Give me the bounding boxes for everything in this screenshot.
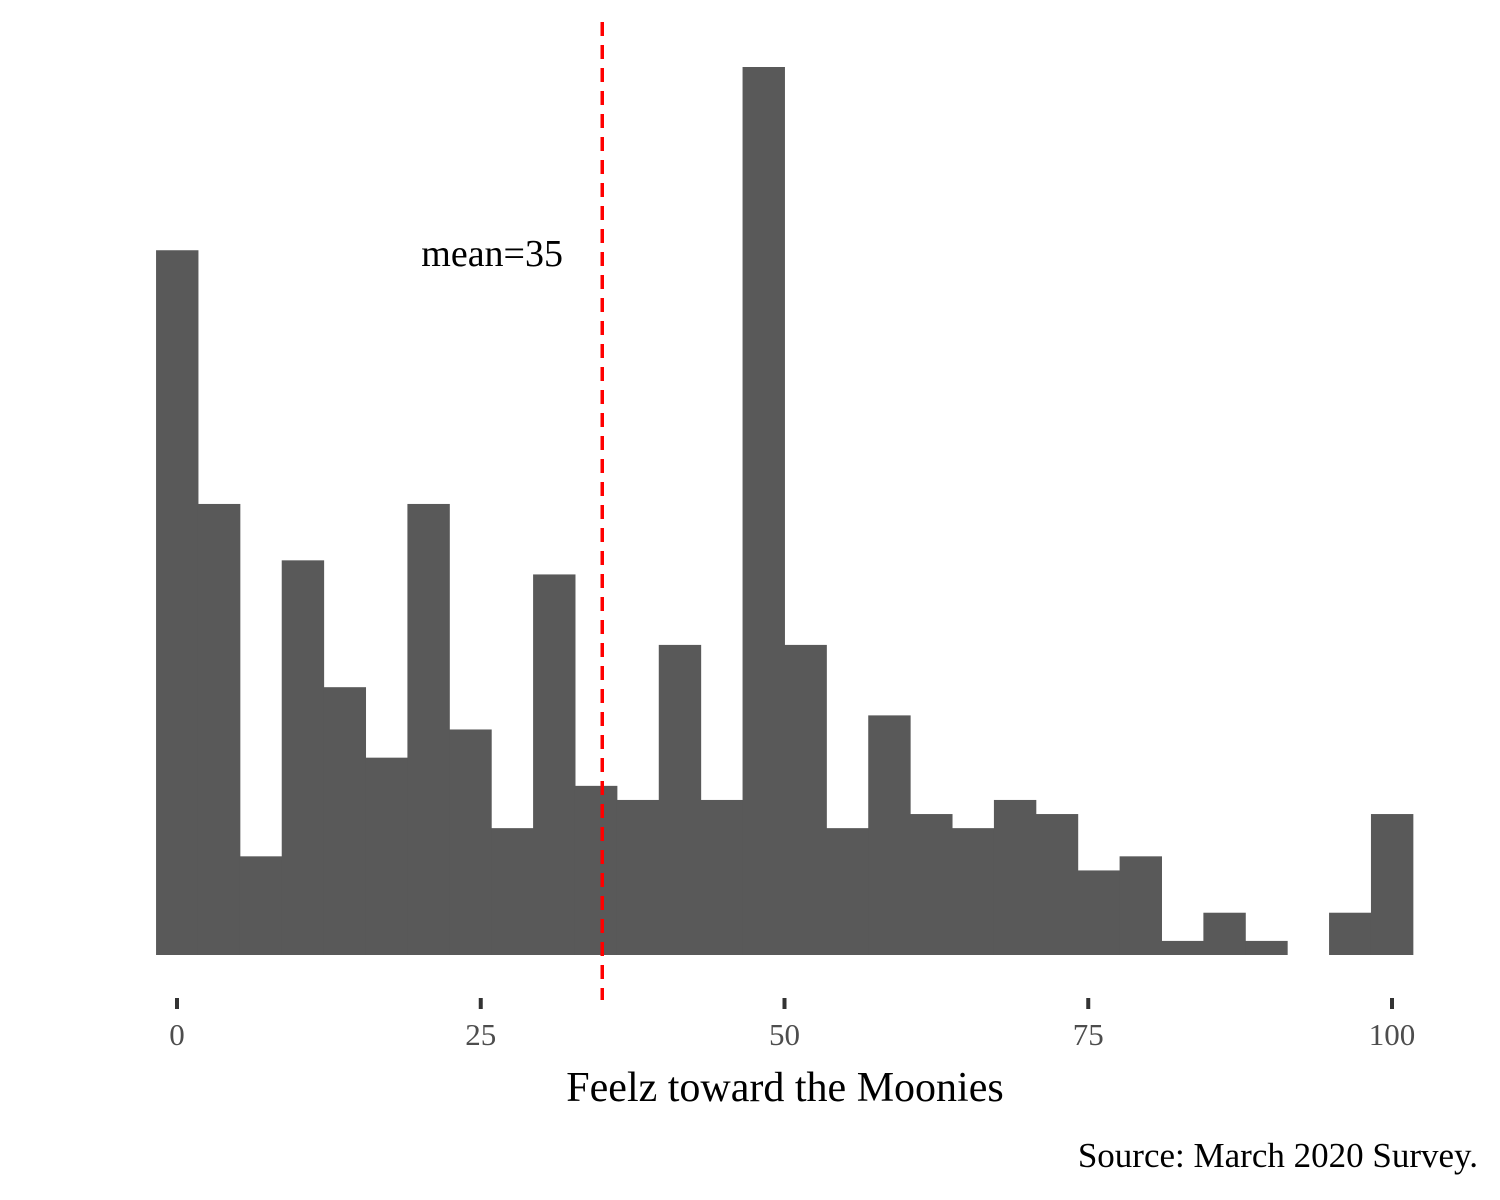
histogram-bar (700, 799, 744, 955)
histogram-bar (826, 828, 869, 955)
histogram-bar (365, 757, 408, 955)
histogram-bar (449, 729, 492, 955)
histogram-bar (156, 250, 199, 955)
histogram-bar (658, 644, 702, 955)
mean-label: mean=35 (421, 233, 563, 275)
x-axis-title: Feelz toward the Moonies (566, 1065, 1003, 1111)
histogram-bar (1203, 912, 1246, 955)
histogram-bar (1329, 912, 1372, 955)
x-tick-label: 0 (169, 1017, 185, 1052)
histogram-bar (742, 67, 785, 955)
histogram-bar (616, 799, 660, 955)
histogram-bar (574, 785, 618, 955)
histogram-bar (491, 828, 534, 955)
histogram-bar (281, 560, 325, 955)
x-tick-label: 50 (769, 1017, 800, 1052)
histogram-bar (1370, 814, 1414, 955)
histogram-bar (407, 503, 450, 955)
source-caption: Source: March 2020 Survey. (1078, 1136, 1478, 1175)
x-tick-label: 25 (465, 1017, 496, 1052)
histogram-bar (952, 828, 995, 955)
histogram-bar (533, 574, 576, 955)
histogram-bar (993, 799, 1037, 955)
histogram-bar (868, 715, 911, 955)
histogram-bar (1077, 870, 1121, 955)
histogram-bar (784, 644, 827, 955)
x-tick-label: 75 (1073, 1017, 1104, 1052)
histogram-bar (197, 503, 241, 955)
histogram-bar (239, 856, 283, 955)
histogram-bar (1161, 940, 1204, 955)
histogram-bar (323, 687, 367, 955)
histogram-bar (1245, 940, 1288, 955)
histogram-bar (1119, 856, 1162, 955)
histogram-bar (1035, 814, 1079, 955)
x-axis-ticks: 0 25 50 75 100 (169, 998, 1415, 1052)
histogram-bar (910, 814, 953, 955)
x-tick-label: 100 (1369, 1017, 1416, 1052)
bars (156, 67, 1414, 955)
